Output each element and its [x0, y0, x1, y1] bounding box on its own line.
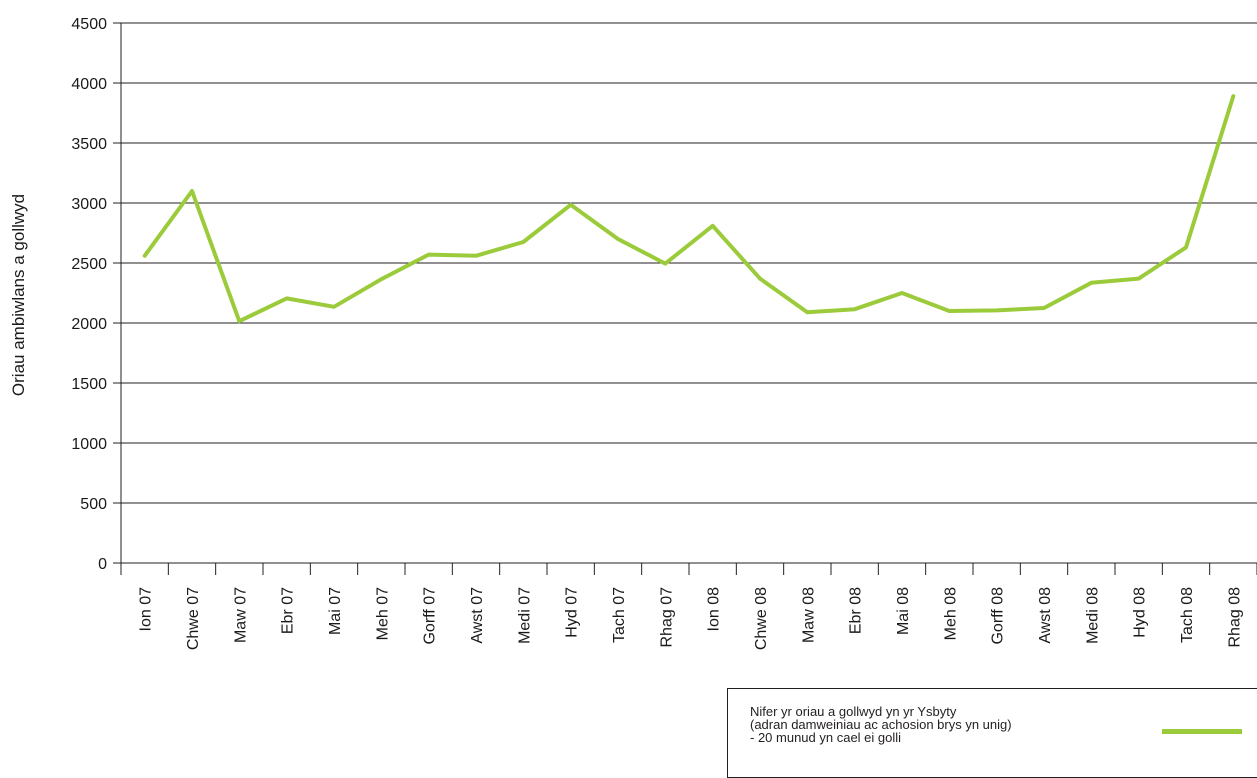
x-tick-label: Tach 08 [1179, 587, 1196, 643]
y-tick-label: 4500 [71, 16, 107, 33]
y-tick-label: 0 [98, 556, 107, 573]
y-tick-label: 1000 [71, 436, 107, 453]
x-tick-label: Gorff 08 [990, 587, 1007, 645]
y-axis-title: Oriau ambiwlans a gollwyd [9, 194, 28, 396]
x-tick-label: Ebr 07 [280, 587, 297, 634]
legend-label: Nifer yr oriau a gollwyd yn yr Ysbyty (a… [750, 705, 1140, 744]
legend-swatch [1162, 729, 1242, 734]
legend: Nifer yr oriau a gollwyd yn yr Ysbyty (a… [727, 688, 1257, 778]
y-tick-label: 2500 [71, 256, 107, 273]
x-tick-label: Tach 07 [611, 587, 628, 643]
y-tick-label: 3500 [71, 136, 107, 153]
x-tick-label: Chwe 08 [753, 587, 770, 650]
x-tick-label: Chwe 07 [185, 587, 202, 650]
x-tick-label: Maw 08 [800, 587, 817, 643]
x-tick-label: Medi 08 [1084, 587, 1101, 644]
x-tick-label: Awst 08 [1037, 587, 1054, 644]
x-tick-label: Ion 07 [138, 587, 155, 632]
y-tick-label: 1500 [71, 376, 107, 393]
legend-label-line-3: - 20 munud yn cael ei golli [750, 730, 902, 745]
x-tick-label: Ebr 08 [848, 587, 865, 634]
y-tick-label: 3000 [71, 196, 107, 213]
y-tick-label: 500 [80, 496, 107, 513]
x-tick-label: Mai 07 [327, 587, 344, 635]
x-tick-label: Medi 07 [516, 587, 533, 644]
x-axis-ticks: Ion 07 Chwe 07 Maw 07 Ebr 07 Mai 07 Meh 07 Gor… [120, 563, 1257, 650]
x-tick-label: Maw 07 [232, 587, 249, 643]
y-tick-label: 2000 [71, 316, 107, 333]
x-tick-label: Awst 07 [469, 587, 486, 644]
y-tick-label: 4000 [71, 76, 107, 93]
x-tick-label: Mai 08 [895, 587, 912, 635]
x-tick-label: Rhag 08 [1226, 587, 1243, 648]
legend-label-line-2: (adran damweiniau ac achosion brys yn un… [750, 717, 1012, 732]
x-tick-label: Meh 08 [942, 587, 959, 640]
x-tick-label: Rhag 07 [658, 587, 675, 648]
gridlines [121, 22, 1257, 504]
x-tick-label: Ion 08 [706, 587, 723, 632]
x-tick-label: Gorff 07 [422, 587, 439, 645]
legend-label-line-1: Nifer yr oriau a gollwyd yn yr Ysbyty [750, 704, 957, 719]
x-tick-label: Meh 07 [374, 587, 391, 640]
series-line [142, 94, 1236, 324]
x-tick-label: Hyd 07 [564, 587, 581, 638]
x-tick-label: Hyd 08 [1132, 587, 1149, 638]
y-axis-ticks: 0 500 1000 1500 2000 2500 3000 3500 4000 4500 [71, 16, 121, 573]
